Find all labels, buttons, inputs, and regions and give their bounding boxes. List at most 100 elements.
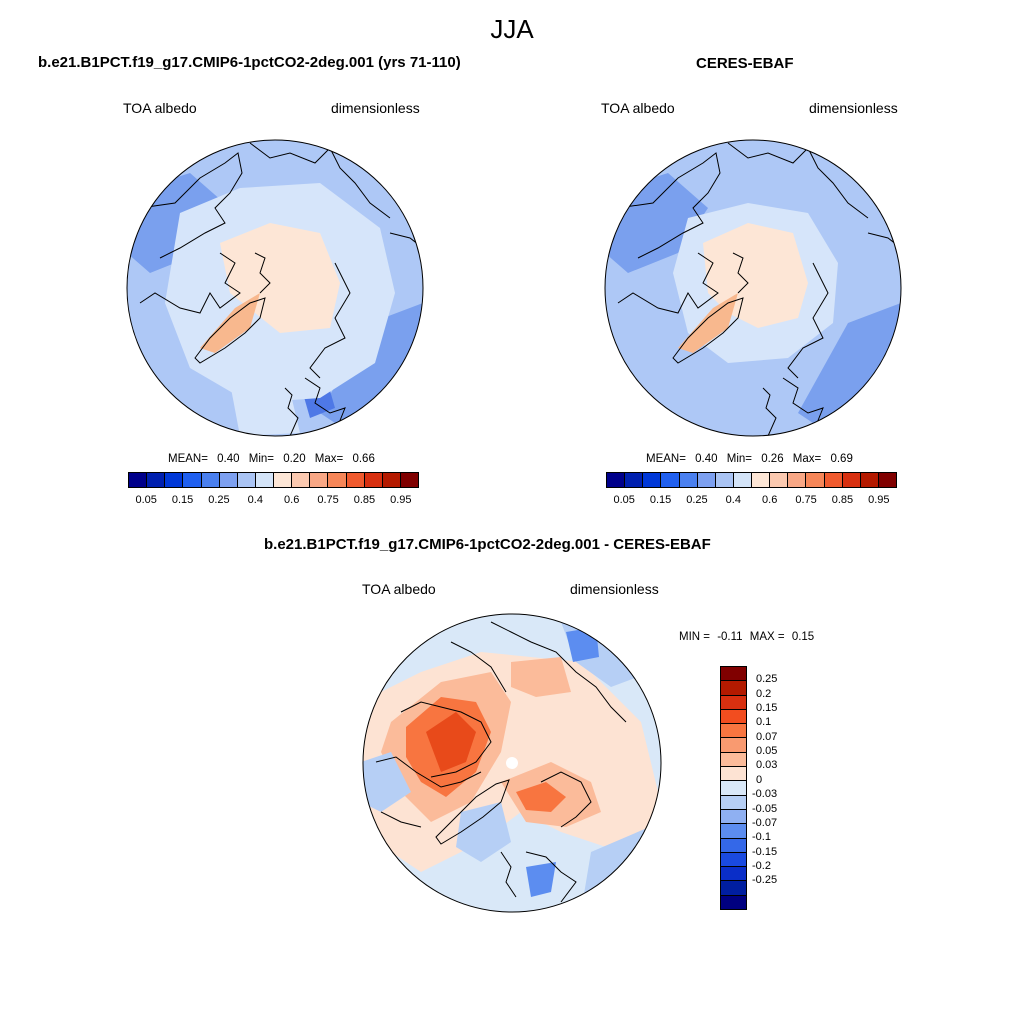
diff-variable-label: TOA albedo bbox=[362, 581, 436, 597]
diff-colorbar-cell bbox=[721, 867, 746, 882]
model-colorbar-cell bbox=[237, 473, 256, 487]
obs-colorbar-cell bbox=[661, 473, 680, 487]
obs-colorbar-cell bbox=[625, 473, 644, 487]
model-units-label: dimensionless bbox=[331, 100, 420, 116]
diff-colorbar-ticks: 0.25 0.2 0.15 0.1 0.07 0.05 0.03 0 -0.03 -0.05 -0.… bbox=[752, 666, 812, 910]
model-variable-label: TOA albedo bbox=[123, 100, 197, 116]
model-colorbar-cell bbox=[255, 473, 274, 487]
diff-map-weak-negative bbox=[456, 802, 511, 862]
diff-colorbar-cell bbox=[721, 824, 746, 839]
model-colorbar-tick-label: 0.85 bbox=[353, 494, 376, 506]
diff-colorbar-tick-label: 0.1 bbox=[756, 716, 772, 729]
model-colorbar-cell bbox=[382, 473, 401, 487]
obs-colorbar-tick-label: 0.85 bbox=[831, 494, 854, 506]
diff-colorbar-cell bbox=[721, 838, 746, 853]
obs-min-label: Min= bbox=[726, 453, 752, 465]
diff-colorbar-cell bbox=[721, 881, 746, 896]
obs-colorbar-tick-label: 0.4 bbox=[725, 494, 741, 506]
diff-map-strong-negative-2 bbox=[526, 862, 556, 897]
obs-colorbar-cell bbox=[788, 473, 807, 487]
model-colorbar-cell bbox=[219, 473, 238, 487]
model-max-label: Max= bbox=[314, 453, 344, 465]
model-colorbar-cell bbox=[310, 473, 329, 487]
obs-colorbar-cell bbox=[697, 473, 716, 487]
obs-map-border bbox=[604, 139, 902, 437]
obs-colorbar-cell bbox=[842, 473, 861, 487]
season-title: JJA bbox=[490, 14, 534, 44]
obs-stats: MEAN= 0.40 Min= 0.26 Max= 0.69 bbox=[646, 453, 853, 465]
obs-colorbar-cell bbox=[607, 473, 626, 487]
diff-map-pole-hole bbox=[506, 757, 518, 769]
obs-colorbar-cell bbox=[715, 473, 734, 487]
diff-colorbar-tick-label: -0.1 bbox=[752, 831, 771, 844]
diff-colorbar-tick-label: -0.03 bbox=[752, 788, 778, 801]
model-colorbar-cell bbox=[364, 473, 383, 487]
model-colorbar-ticks: 0.05 0.15 0.25 0.4 0.6 0.75 0.85 0.95 bbox=[128, 494, 419, 508]
diff-colorbar-tick-label: 0.05 bbox=[756, 745, 778, 758]
model-polar-map bbox=[126, 139, 424, 437]
model-mean-value: 0.40 bbox=[217, 453, 240, 465]
diff-colorbar-tick-label: 0.07 bbox=[756, 730, 778, 743]
diff-min-value: -0.11 bbox=[717, 631, 743, 643]
obs-panel-title: CERES-EBAF bbox=[696, 55, 794, 72]
diff-colorbar-tick-label: 0 bbox=[756, 773, 763, 786]
diff-colorbar-tick-label: -0.15 bbox=[752, 845, 778, 858]
model-map-border bbox=[126, 139, 424, 437]
obs-colorbar-cell bbox=[733, 473, 752, 487]
model-map-light-region-2 bbox=[230, 383, 300, 436]
diff-map-coastlines bbox=[375, 621, 627, 903]
model-colorbar-tick-label: 0.95 bbox=[390, 494, 412, 506]
model-colorbar-cell bbox=[346, 473, 365, 487]
model-max-value: 0.66 bbox=[352, 453, 375, 465]
obs-colorbar-tick-label: 0.75 bbox=[795, 494, 817, 506]
diff-colorbar bbox=[720, 666, 747, 910]
model-colorbar-cell bbox=[274, 473, 293, 487]
obs-colorbar-tick-label: 0.25 bbox=[686, 494, 708, 506]
model-colorbar bbox=[128, 472, 419, 488]
obs-map-greenland bbox=[678, 293, 738, 353]
model-colorbar-cell bbox=[400, 473, 418, 487]
model-colorbar-cell bbox=[165, 473, 184, 487]
diff-colorbar-cell bbox=[721, 767, 746, 782]
obs-mean-label: MEAN= bbox=[646, 453, 686, 465]
diff-map-weak-negative-4 bbox=[363, 752, 411, 812]
diff-map-strong-positive-2 bbox=[516, 782, 566, 812]
diff-colorbar-tick-label: 0.25 bbox=[756, 673, 778, 686]
diff-colorbar-cell bbox=[721, 795, 746, 810]
obs-max-value: 0.69 bbox=[830, 453, 853, 465]
diff-colorbar-cell bbox=[721, 752, 746, 768]
diff-map-strongest-positive bbox=[426, 712, 476, 772]
model-colorbar-tick-label: 0.25 bbox=[208, 494, 230, 506]
diff-colorbar-tick-label: 0.2 bbox=[756, 687, 772, 700]
model-colorbar-tick-label: 0.4 bbox=[247, 494, 263, 506]
diff-colorbar-cell bbox=[721, 738, 746, 753]
obs-colorbar-cell bbox=[860, 473, 879, 487]
model-map-greenland bbox=[200, 293, 260, 353]
diff-colorbar-cell bbox=[721, 709, 746, 725]
diff-max-value: 0.15 bbox=[791, 631, 815, 643]
obs-colorbar-cell bbox=[679, 473, 698, 487]
obs-colorbar-ticks: 0.05 0.15 0.25 0.4 0.6 0.75 0.85 0.95 bbox=[606, 494, 897, 508]
diff-colorbar-cell bbox=[721, 781, 746, 796]
diff-colorbar-tick-label: 0.15 bbox=[756, 702, 778, 715]
model-min-value: 0.20 bbox=[283, 453, 306, 465]
model-colorbar-cell bbox=[292, 473, 311, 487]
obs-colorbar-tick-label: 0.6 bbox=[762, 494, 778, 506]
obs-colorbar-cell bbox=[878, 473, 896, 487]
diff-map-moderate-positive-3 bbox=[511, 657, 571, 697]
diff-colorbar-tick-label: 0.03 bbox=[756, 759, 778, 772]
model-stats: MEAN= 0.40 Min= 0.20 Max= 0.66 bbox=[168, 453, 375, 465]
obs-variable-label: TOA albedo bbox=[601, 100, 675, 116]
model-min-label: Min= bbox=[248, 453, 274, 465]
obs-colorbar-tick-label: 0.05 bbox=[613, 494, 635, 506]
diff-minmax: MIN = -0.11 MAX = 0.15 bbox=[679, 631, 814, 643]
obs-mean-value: 0.40 bbox=[695, 453, 718, 465]
obs-map-coastlines bbox=[617, 142, 901, 436]
model-colorbar-cell bbox=[328, 473, 347, 487]
model-colorbar-cell bbox=[183, 473, 202, 487]
diff-colorbar-cell bbox=[721, 895, 746, 910]
obs-max-label: Max= bbox=[792, 453, 822, 465]
obs-min-value: 0.26 bbox=[761, 453, 784, 465]
diff-colorbar-tick-label: -0.25 bbox=[752, 874, 778, 887]
diff-min-label: MIN = bbox=[679, 631, 710, 643]
